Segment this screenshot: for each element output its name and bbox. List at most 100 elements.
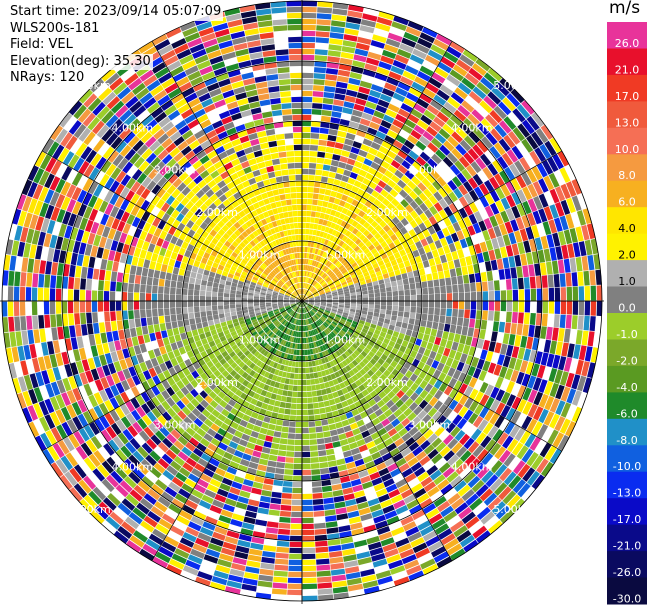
radar-gate — [569, 228, 578, 243]
radar-gate — [105, 426, 117, 439]
radar-gate — [358, 234, 366, 241]
radar-gate — [214, 257, 221, 264]
radar-gate — [378, 279, 385, 285]
radar-gate — [285, 372, 291, 379]
radar-gate — [498, 138, 511, 152]
radar-gate — [375, 378, 383, 386]
radar-gate — [55, 178, 66, 194]
radar-gate — [360, 513, 373, 522]
radar-gate — [374, 216, 383, 224]
radar-gate — [253, 298, 260, 301]
radar-gate — [212, 499, 225, 509]
radar-gate — [340, 318, 346, 323]
radar-gate — [50, 275, 57, 289]
radar-gate — [182, 565, 199, 576]
radar-gate — [364, 321, 371, 327]
radar-gate — [218, 442, 228, 451]
radar-gate — [426, 273, 433, 281]
radar-gate — [332, 105, 343, 113]
radar-gate — [182, 282, 189, 289]
radar-gate — [456, 530, 472, 543]
radar-gate — [530, 288, 537, 301]
radar-gate — [505, 380, 515, 394]
radar-gate — [422, 563, 439, 575]
radar-gate — [246, 334, 253, 340]
radar-gate — [356, 258, 363, 265]
radar-gate — [364, 530, 379, 539]
radar-gate — [76, 336, 84, 349]
radar-gate — [417, 410, 427, 420]
radar-gate — [296, 349, 300, 356]
radar-gate — [203, 343, 211, 351]
radar-gate — [212, 333, 219, 341]
radar-gate — [312, 199, 318, 206]
radar-gate — [304, 240, 309, 247]
radar-gate — [244, 350, 251, 357]
radar-gate — [374, 72, 388, 82]
radar-gate — [302, 301, 307, 306]
radar-gate — [326, 454, 336, 462]
radar-gate — [589, 270, 596, 286]
radar-gate — [527, 198, 538, 212]
radar-gate — [503, 134, 516, 149]
radar-gate — [414, 466, 426, 477]
radar-gate — [459, 54, 475, 67]
radar-gate — [458, 284, 464, 293]
radar-gate — [80, 312, 87, 325]
radar-gate — [104, 190, 114, 203]
radar-gate — [372, 316, 379, 322]
radar-gate — [50, 206, 60, 221]
radar-gate — [196, 403, 205, 413]
radar-gate — [348, 328, 355, 334]
radar-gate — [302, 547, 316, 554]
radar-gate — [171, 273, 178, 282]
radar-gate — [347, 583, 364, 592]
radar-gate — [353, 349, 361, 357]
radar-gate — [285, 305, 291, 309]
radar-gate — [338, 304, 344, 308]
radar-gate — [117, 370, 126, 382]
radar-gate — [438, 382, 448, 393]
radar-gate — [454, 502, 469, 515]
radar-gate — [489, 146, 501, 159]
radar-gate — [285, 322, 290, 328]
radar-gate — [277, 351, 283, 358]
radar-gate — [103, 443, 115, 456]
radar-gate — [230, 289, 236, 294]
radar-gate — [356, 92, 369, 101]
radar-gate — [353, 245, 360, 252]
radar-gate — [214, 338, 221, 345]
radar-gate — [326, 240, 332, 247]
radar-gate — [289, 301, 295, 303]
radar-gate — [289, 421, 296, 427]
radar-gate — [247, 554, 262, 562]
radar-gate — [106, 260, 114, 271]
radar-gate — [290, 349, 295, 355]
radar-gate — [590, 285, 597, 301]
radar-gate — [324, 343, 330, 350]
radar-gate — [115, 301, 122, 311]
radar-gate — [200, 244, 208, 252]
radar-gate — [87, 232, 96, 245]
radar-gate — [286, 445, 295, 451]
radar-gate — [505, 245, 514, 257]
radar-gate — [156, 355, 165, 365]
radar-gate — [104, 280, 110, 291]
radar-gate — [32, 357, 41, 373]
radar-gate — [341, 481, 352, 489]
radar-gate — [151, 483, 164, 496]
radar-gate — [50, 381, 61, 396]
radar-gate — [347, 339, 354, 346]
radar-gate — [374, 386, 383, 395]
radar-gate — [32, 273, 39, 288]
radar-gate — [361, 574, 377, 583]
radar-gate — [429, 513, 443, 525]
radar-gate — [312, 487, 323, 493]
radar-gate — [351, 374, 359, 382]
radar-gate — [200, 311, 207, 317]
radar-gate — [453, 109, 467, 122]
radar-gate — [514, 254, 522, 267]
radar-gate — [302, 451, 311, 458]
radar-gate — [56, 379, 66, 394]
radar-gate — [572, 242, 581, 258]
